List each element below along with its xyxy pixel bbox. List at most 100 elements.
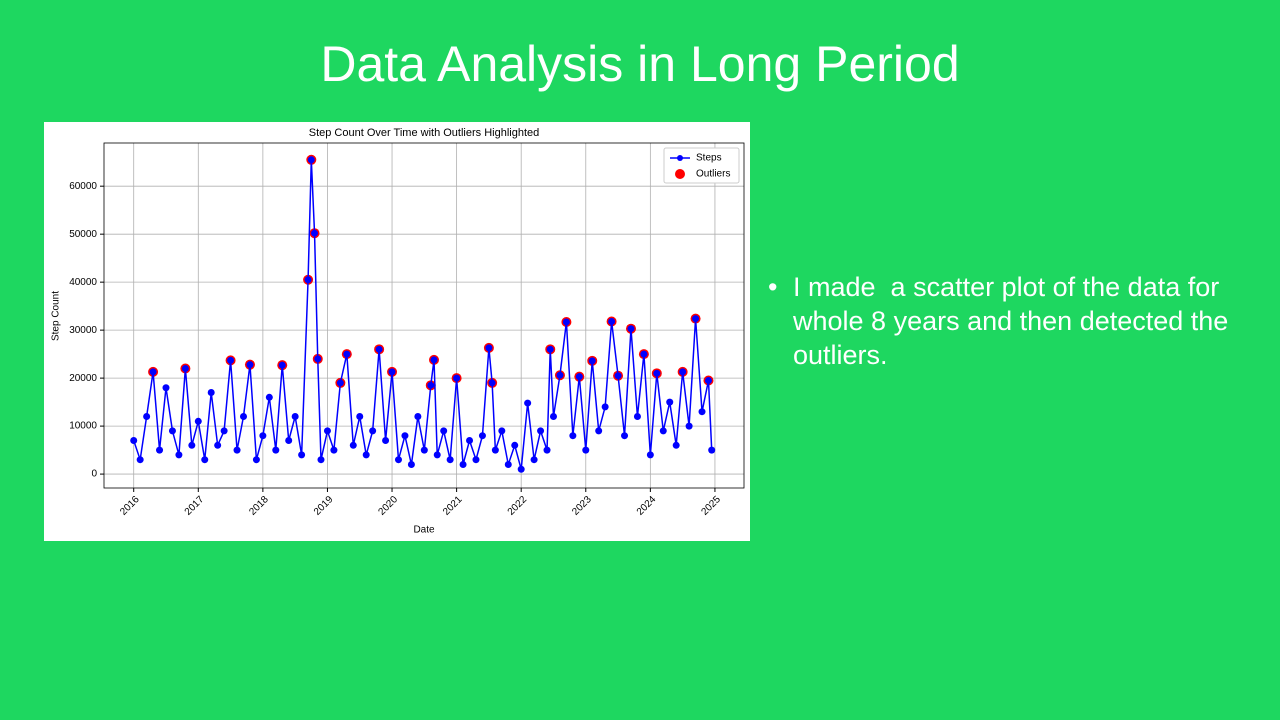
point <box>207 389 215 397</box>
y-tick-label: 10000 <box>69 421 97 432</box>
point <box>627 325 635 333</box>
point <box>156 446 164 454</box>
point <box>272 446 280 454</box>
point <box>588 357 596 365</box>
point <box>595 427 603 435</box>
point <box>227 356 235 364</box>
point <box>201 456 209 464</box>
y-tick-label: 60000 <box>69 181 97 192</box>
point <box>582 446 590 454</box>
point <box>194 417 202 425</box>
y-tick-label: 40000 <box>69 277 97 288</box>
legend-label: Outliers <box>696 169 730 180</box>
point <box>704 377 712 385</box>
point <box>388 368 396 376</box>
point <box>311 229 319 237</box>
legend-marker <box>677 155 683 161</box>
point <box>430 356 438 364</box>
y-tick-label: 20000 <box>69 373 97 384</box>
point <box>362 451 370 459</box>
point <box>307 156 315 164</box>
line <box>132 159 713 470</box>
point <box>188 441 196 449</box>
y-tick-label: 0 <box>91 469 97 480</box>
point <box>614 372 622 380</box>
point <box>498 427 506 435</box>
point <box>672 441 680 449</box>
point <box>130 436 138 444</box>
point <box>646 451 654 459</box>
point <box>692 315 700 323</box>
point <box>466 436 474 444</box>
bullet-list: I made a scatter plot of the data for wh… <box>768 270 1238 372</box>
point <box>659 427 667 435</box>
point <box>375 345 383 353</box>
point <box>546 345 554 353</box>
point <box>517 465 525 473</box>
point <box>220 427 228 435</box>
point <box>246 361 254 369</box>
point <box>356 413 364 421</box>
point <box>666 398 674 406</box>
point <box>168 427 176 435</box>
point <box>427 381 435 389</box>
point <box>530 456 538 464</box>
point <box>485 344 493 352</box>
slide-title: Data Analysis in Long Period <box>320 36 959 92</box>
point <box>298 451 306 459</box>
point <box>708 446 716 454</box>
point <box>343 350 351 358</box>
point <box>181 365 189 373</box>
point <box>143 413 151 421</box>
point <box>446 456 454 464</box>
point <box>323 427 331 435</box>
point <box>685 422 693 430</box>
point <box>285 436 293 444</box>
chart-background <box>44 122 750 541</box>
point <box>252 456 260 464</box>
point <box>488 379 496 387</box>
point <box>233 446 241 454</box>
point <box>175 451 183 459</box>
point <box>369 427 377 435</box>
point <box>491 446 499 454</box>
point <box>478 432 486 440</box>
point <box>653 369 661 377</box>
point <box>679 368 687 376</box>
point <box>569 432 577 440</box>
point <box>420 446 428 454</box>
x-axis-label: Date <box>413 525 435 536</box>
point <box>259 432 267 440</box>
point <box>562 318 570 326</box>
point <box>214 441 222 449</box>
y-tick-label: 50000 <box>69 229 97 240</box>
point <box>543 446 551 454</box>
point <box>524 399 532 407</box>
point <box>601 403 609 411</box>
point <box>504 460 512 468</box>
point <box>433 451 441 459</box>
point <box>330 446 338 454</box>
legend-label: Steps <box>696 153 722 164</box>
point <box>239 413 247 421</box>
point <box>291 413 299 421</box>
point <box>698 408 706 416</box>
point <box>621 432 629 440</box>
bullet: I made a scatter plot of the data for wh… <box>768 270 1238 372</box>
legend-marker <box>675 169 685 179</box>
point <box>336 379 344 387</box>
point <box>162 384 170 392</box>
point <box>440 427 448 435</box>
point <box>414 413 422 421</box>
point <box>453 374 461 382</box>
point <box>278 361 286 369</box>
point <box>472 456 480 464</box>
point <box>394 456 402 464</box>
point <box>136 456 144 464</box>
point <box>549 413 557 421</box>
point <box>314 355 322 363</box>
point <box>459 460 467 468</box>
point <box>382 436 390 444</box>
